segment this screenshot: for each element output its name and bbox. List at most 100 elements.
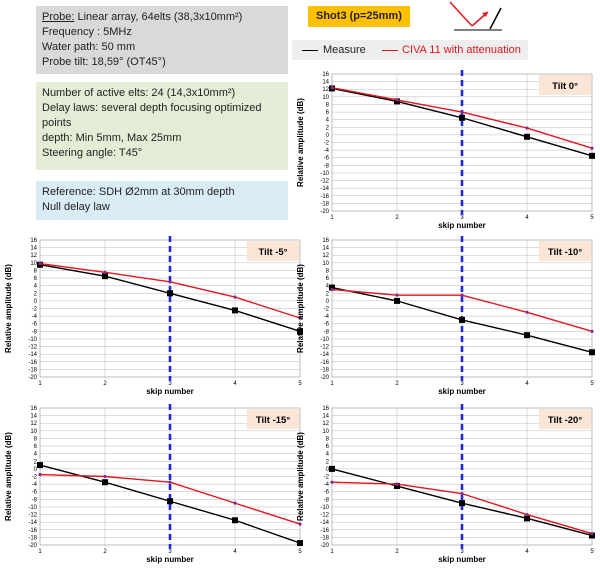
y-tick-label: 4 [326,452,330,458]
measure-point [167,290,173,297]
x-axis-label: skip number [146,555,194,564]
y-tick-label: -2 [32,475,38,481]
y-tick-label: 14 [322,414,329,420]
y-tick-label: -8 [32,497,38,503]
x-tick-label: 1 [38,549,42,555]
y-tick-label: 10 [30,261,37,267]
y-tick-label: 4 [34,284,38,290]
y-axis-label: Relative amplitude (dB) [4,432,13,521]
civa-point [330,480,334,484]
y-tick-label: 0 [34,467,38,473]
y-tick-label: 6 [34,444,38,450]
chart-tilt-minus-5: 16 14 12 10 8 6 4 2 0 -2 -4 -6 -8 -10 -12 -14 -16 -18 -20 1… [0,232,305,400]
y-tick-label: -10 [320,505,329,511]
y-tick-label: -18 [320,201,329,207]
measure-point [297,540,303,547]
y-tick-label: -12 [320,345,329,351]
measure-point [297,328,303,335]
y-tick-label: -4 [324,148,330,154]
frequency-text: Frequency : 5MHz [42,26,132,38]
x-tick-label: 2 [395,215,399,221]
measure-point [167,498,173,505]
y-tick-label: -6 [324,322,330,328]
civa-point [525,310,529,314]
civa-point [233,501,237,505]
y-tick-label: 0 [326,467,330,473]
y-tick-label: 0 [326,299,330,305]
civa-point [460,110,464,114]
x-axis-label: skip number [438,221,486,230]
y-tick-label: 12 [322,421,329,427]
depth-text: depth: Min 5mm, Max 25mm [42,132,182,144]
tilt-label: Tilt 0° [552,81,578,92]
y-tick-label: 0 [326,133,330,139]
y-tick-label: 16 [322,238,329,244]
probe-label: Probe: [42,11,75,23]
x-tick-label: 3 [460,549,464,555]
civa-point [525,126,529,130]
y-tick-label: -20 [320,209,329,215]
measure-point [589,349,595,356]
tilt-label: Tilt -15° [256,415,290,426]
x-tick-label: 2 [103,549,107,555]
y-tick-label: 12 [30,253,37,259]
x-tick-label: 4 [525,381,529,387]
measure-point [232,307,238,314]
measure-point [329,284,335,291]
tilt-label: Tilt -5° [259,247,288,258]
y-tick-label: -16 [28,360,37,366]
y-tick-label: -16 [28,528,37,534]
y-tick-label: 8 [34,268,38,274]
y-tick-label: -10 [320,337,329,343]
y-tick-label: -14 [28,520,37,526]
y-tick-label: 10 [322,429,329,435]
steering-text: Steering angle: T45° [42,147,143,159]
legend: Measure CIVA 11 with attenuation [292,40,528,60]
y-tick-label: -18 [28,535,37,541]
y-tick-label: -16 [320,360,329,366]
y-tick-label: -2 [32,307,38,313]
x-tick-label: 3 [168,549,172,555]
tilt-label-box [539,75,591,95]
chart-tilt-minus-15: 16 14 12 10 8 6 4 2 0 -2 -4 -6 -8 -10 -12 -14 -16 -18 -20 1… [0,400,305,568]
probe-info-box: Probe: Linear array, 64elts (38,3x10mm²)… [36,6,288,74]
reference-text: Reference: SDH Ø2mm at 30mm depth [42,186,235,198]
y-tick-label: -10 [320,171,329,177]
delay-info-box: Number of active elts: 24 (14,3x10mm²) D… [36,82,288,170]
y-tick-label: 8 [326,268,330,274]
measure-point [329,465,335,472]
x-tick-label: 4 [233,381,237,387]
y-tick-label: 6 [326,276,330,282]
x-tick-label: 2 [103,381,107,387]
y-tick-label: 10 [30,429,37,435]
y-tick-label: -20 [28,375,37,381]
x-axis-label: skip number [438,387,486,396]
x-tick-label: 5 [298,381,302,387]
chart-svg: 1614121086420-2-4-6-8-10-12-14-16-18-201… [4,404,303,564]
civa-point [590,531,594,536]
x-tick-label: 1 [38,381,42,387]
y-tick-label: 16 [322,406,329,412]
measure-point [102,479,108,486]
y-tick-label: 12 [322,87,329,93]
civa-point [395,98,399,102]
probe-wedge-icon [449,1,502,31]
x-axis-label: skip number [146,387,194,396]
legend-civa-label: CIVA 11 with attenuation [402,44,521,56]
civa-point [590,146,594,150]
tilt-label: Tilt -10° [548,247,582,258]
y-axis-label: Relative amplitude (dB) [296,264,305,353]
y-tick-label: -14 [320,352,329,358]
civa-point [590,329,594,333]
chart-tilt-0: 16 14 12 10 8 6 4 2 0 -2 -4 -6 -8 -10 -12 -14 -16 -18 -20 1… [292,66,597,234]
y-tick-label: -16 [320,194,329,200]
y-tick-label: 8 [326,436,330,442]
y-tick-label: 12 [322,253,329,259]
probe-tilt-text: Probe tilt: 18,59° (OT45°) [42,56,166,68]
y-tick-label: -8 [32,329,38,335]
null-delay-text: Null delay law [42,201,110,213]
y-tick-label: -20 [28,543,37,549]
y-tick-label: -2 [324,141,330,147]
y-tick-label: 16 [322,72,329,78]
x-tick-label: 3 [460,381,464,387]
